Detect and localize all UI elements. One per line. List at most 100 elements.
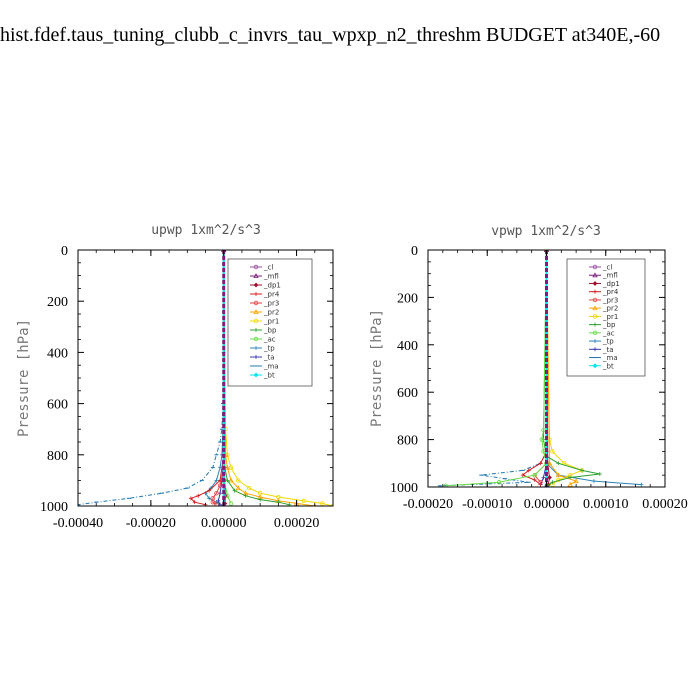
legend-entry-ta: _ta [602, 346, 614, 354]
y-tick-label: 800 [397, 434, 418, 449]
y-axis-label: Pressure [hPa] [16, 319, 32, 437]
y-tick-label: 400 [47, 346, 68, 361]
point-bp [580, 468, 585, 473]
y-tick-label: 600 [47, 398, 68, 413]
point-dp1 [547, 475, 552, 480]
point-pr2 [573, 478, 579, 484]
point-pr2 [555, 472, 562, 478]
y-tick-label: 0 [411, 244, 418, 259]
legend-entry-pr2: _pr2 [263, 309, 279, 317]
legend-entry-bt: _bt [602, 362, 614, 370]
chart-title: upwp 1xm^2/s^3 [151, 223, 261, 238]
legend-marker [254, 328, 258, 332]
point-tp [591, 479, 596, 484]
chart-vpwp: vpwp 1xm^2/s^3 Pressure [hPa] 0 200 400 600… [369, 224, 688, 512]
point-pr4 [520, 473, 525, 478]
figure-title: hist.fdef.taus_tuning_clubb_c_invrs_tau_… [0, 24, 660, 46]
point-pr1 [301, 498, 307, 504]
point-pr4 [532, 477, 537, 482]
legend-entry-ta: _ta [263, 354, 275, 362]
point-pr3 [210, 499, 215, 505]
legend: _cl_mfl_dp1_pr4_pr3_pr2_pr1_bp_ac_tp_ta_… [566, 258, 646, 377]
x-tick-label: 0.00020 [642, 497, 688, 512]
legend-entry-dp1: _dp1 [602, 280, 620, 288]
point-pr1 [319, 501, 325, 506]
point-ta [218, 502, 223, 506]
point-ta [541, 475, 546, 480]
point-pr1 [550, 449, 555, 454]
point-pr4 [207, 488, 212, 493]
legend-marker [254, 292, 258, 296]
point-ac [443, 483, 448, 487]
chart-title: vpwp 1xm^2/s^3 [491, 224, 601, 239]
legend-marker [253, 273, 259, 278]
legend-entry-bp: _bp [263, 327, 277, 335]
point-pr4 [538, 461, 543, 466]
x-tick-label: -0.00040 [53, 516, 103, 531]
legend-marker [592, 363, 598, 369]
y-tick-label: 0 [61, 244, 68, 259]
point-ac [228, 501, 234, 506]
x-tick-label: -0.00020 [126, 516, 176, 531]
series-line-pr2 [223, 250, 315, 506]
legend-entry-pr4: _pr4 [263, 291, 280, 299]
point-tp [639, 482, 644, 487]
point-tp [214, 478, 219, 483]
legend-marker [253, 309, 259, 314]
chart-upwp: upwp 1xm^2/s^3 Pressure [hPa] 0 200 400 600… [16, 223, 334, 531]
y-axis-label: Pressure [hPa] [369, 309, 385, 427]
x-tick-label: 0.00000 [524, 497, 570, 512]
legend-marker [593, 289, 597, 294]
legend-entry-bp: _bp [602, 321, 616, 329]
series-line-bp [223, 250, 290, 506]
legend-box [227, 258, 313, 387]
legend-entry-cl: _cl [263, 264, 273, 272]
legend-marker [253, 318, 259, 324]
point-bp [243, 493, 248, 498]
point-ta [216, 498, 221, 503]
x-tick-label: 0.00020 [274, 516, 320, 531]
series-line-ac [445, 250, 548, 487]
point-pr3 [214, 502, 219, 506]
point-pr4 [538, 482, 543, 487]
legend-entry-ma: _ma [263, 363, 279, 371]
legend-marker [592, 281, 598, 286]
series-line-pr4 [190, 250, 225, 506]
point-ac [496, 480, 502, 485]
point-pr2 [235, 485, 241, 491]
legend-marker [592, 314, 598, 319]
y-tick-label: 600 [397, 386, 418, 401]
y-tick-label: 200 [397, 291, 418, 306]
legend-entry-pr3: _pr3 [602, 296, 618, 304]
legend-marker [253, 372, 259, 378]
y-tick-label: 800 [47, 449, 68, 464]
point-bp [232, 488, 237, 493]
point-ac [532, 472, 537, 478]
legend-entry-pr1: _pr1 [602, 313, 618, 321]
legend-marker [593, 322, 597, 327]
point-bp [597, 471, 602, 476]
point-pr4 [192, 500, 197, 505]
point-ta [218, 491, 223, 496]
point-bp [568, 475, 573, 480]
legend-marker [253, 282, 259, 288]
point-pr1 [228, 465, 234, 470]
point-pr3 [217, 483, 223, 488]
legend-box [566, 258, 646, 377]
legend-marker [593, 339, 597, 344]
x-tick-label: -0.00010 [462, 497, 512, 512]
y-tick-label: 400 [397, 339, 418, 354]
legend-entry-bt: _bt [263, 372, 275, 380]
point-ac [539, 437, 544, 442]
legend-marker [254, 355, 258, 359]
legend-entry-tp: _tp [602, 338, 614, 346]
legend-entry-pr4: _pr4 [602, 288, 619, 296]
legend-entry-pr3: _pr3 [263, 300, 279, 308]
x-tick-label: 0.00000 [201, 516, 247, 531]
point-pr2 [228, 477, 234, 483]
legend-entry-mfl: _mfl [263, 273, 279, 281]
legend-marker [592, 305, 598, 311]
legend-marker [592, 297, 598, 303]
x-tick-label: -0.00020 [403, 497, 453, 512]
legend-marker [254, 346, 258, 350]
